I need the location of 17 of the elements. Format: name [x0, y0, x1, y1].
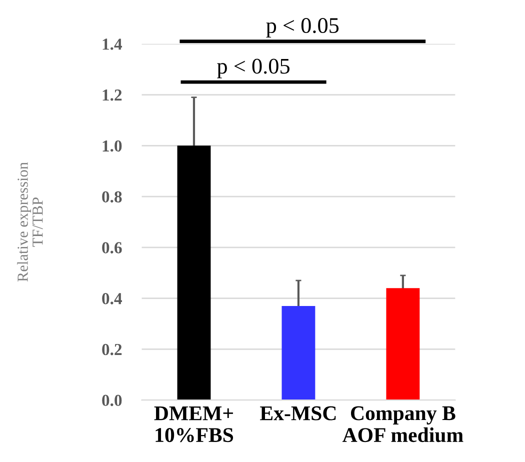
- y-tick-label: 0.6: [102, 242, 122, 254]
- y-tick-label: 1.0: [102, 140, 122, 152]
- y-tick-label: 0.0: [102, 394, 122, 406]
- bar: [282, 306, 316, 400]
- y-axis-title: Relative expression TF/TBP: [17, 162, 43, 282]
- y-tick-label: 1.4: [102, 38, 122, 50]
- x-tick-label: Ex-MSC: [260, 406, 336, 420]
- bar: [177, 146, 211, 400]
- y-tick-label: 1.2: [102, 90, 122, 101]
- text: p < 0.05: [266, 18, 339, 38]
- x-tick-label: Company B AOF medium: [342, 406, 464, 442]
- x-tick-label: DMEM+ 10%FBS: [154, 406, 234, 442]
- y-tick-label: 0.4: [102, 293, 122, 304]
- y-tick-label: 0.8: [102, 191, 122, 203]
- y-tick-label: 0.2: [102, 344, 122, 356]
- bar: [386, 288, 420, 400]
- annotation: p < 0.05: [217, 58, 290, 78]
